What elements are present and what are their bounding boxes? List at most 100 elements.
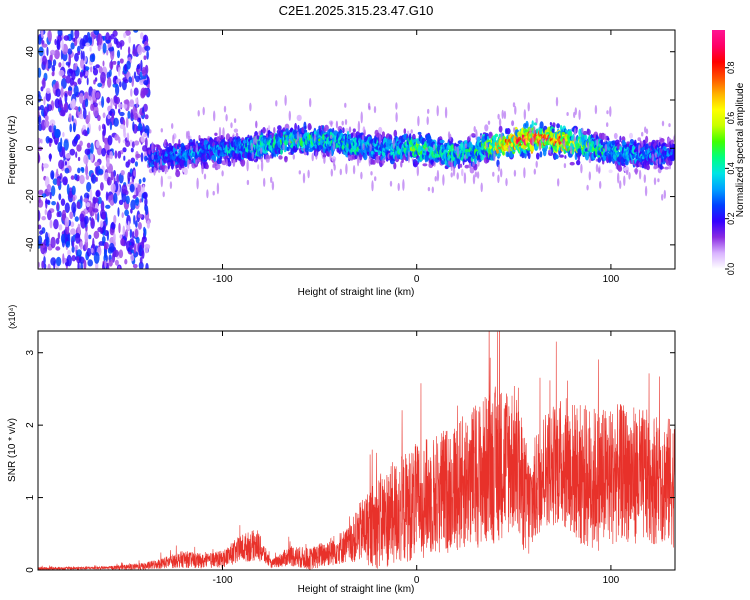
y-tick-label: 20 — [25, 94, 36, 106]
spectrogram-noise-cell — [70, 42, 75, 50]
spectrogram-ridge-cell — [552, 122, 556, 128]
spectrogram-ridge-cell — [471, 133, 476, 137]
spectrogram-scatter-cell — [288, 110, 291, 122]
spectrogram-noise-cell — [131, 231, 135, 239]
spectrogram-noise-cell — [130, 254, 135, 262]
spectrogram-scatter-cell — [296, 131, 300, 142]
spectrogram-noise-cell — [70, 221, 75, 228]
spectrogram-ridge-cell — [469, 134, 472, 139]
spectrogram-noise-cell — [90, 151, 94, 163]
spectrogram-scatter-cell — [578, 109, 581, 121]
spectrogram-noise-cell — [137, 213, 143, 219]
spectrogram-noise-cell — [58, 62, 62, 68]
spectrogram-noise-cell — [139, 71, 143, 78]
spectrogram-noise-cell — [56, 38, 60, 50]
spectrogram-noise-cell — [109, 151, 113, 160]
spectrogram-noise-cell — [83, 107, 87, 120]
spectrogram-noise-cell — [142, 106, 145, 114]
spectrogram-noise-cell — [86, 201, 90, 208]
spectrogram-noise-cell — [57, 142, 62, 153]
spectrogram-ridge-cell — [240, 158, 246, 167]
spectrogram-noise-cell — [79, 71, 83, 78]
spectrogram-scatter-cell — [563, 163, 567, 169]
spectrogram-ridge-cell — [619, 135, 622, 142]
spectrogram-scatter-cell — [162, 191, 165, 198]
spectrogram-noise-cell — [122, 147, 127, 153]
spectrogram-noise-cell — [43, 106, 48, 117]
spectrogram-noise-cell — [71, 115, 74, 122]
spectrogram-noise-cell — [68, 113, 72, 123]
spectrogram-ridge-cell — [614, 139, 620, 145]
spectrogram-noise-cell — [38, 114, 42, 125]
spectrogram-noise-cell — [135, 197, 140, 206]
spectrogram-noise-cell — [85, 42, 90, 47]
spectrogram-scatter-cell — [588, 171, 591, 181]
spectrogram-noise-cell — [88, 95, 92, 101]
spectrogram-noise-cell — [106, 157, 110, 167]
spectrogram-noise-cell — [70, 228, 76, 236]
spectrogram-noise-cell — [67, 249, 71, 256]
spectrogram-ridge-cell — [539, 151, 543, 158]
spectrogram-noise-cell — [126, 132, 130, 141]
spectrogram-noise-cell — [95, 190, 100, 197]
spectrogram-noise-cell — [75, 232, 81, 244]
spectrogram-scatter-cell — [203, 173, 207, 180]
spectrogram-scatter-cell — [513, 169, 517, 177]
spectrogram-scatter-cell — [638, 169, 642, 180]
spectrogram-noise-cell — [86, 181, 92, 193]
spectrogram-ridge-cell — [645, 135, 649, 144]
spectrogram-ridge-cell — [613, 132, 618, 140]
spectrogram-noise-cell — [115, 96, 120, 105]
spectrogram-noise-cell — [130, 88, 133, 97]
spectrogram-scatter-cell — [202, 106, 205, 116]
spectrogram-scatter-cell — [378, 133, 382, 146]
spectrogram-noise-cell — [87, 259, 93, 267]
spectrogram-scatter-cell — [345, 163, 348, 175]
spectrogram-scatter-cell — [651, 153, 655, 162]
spectrogram-scatter-cell — [454, 145, 457, 151]
spectrogram-noise-cell — [84, 231, 89, 243]
spectrogram-noise-cell — [116, 173, 120, 184]
spectrogram-noise-cell — [58, 159, 65, 170]
spectrogram-scatter-cell — [663, 189, 666, 199]
spectrogram-ridge-cell — [307, 123, 312, 131]
spectrogram-scatter-cell — [587, 142, 590, 151]
spectrogram-scatter-cell — [533, 168, 536, 175]
spectrogram-scatter-cell — [501, 109, 504, 119]
spectrogram-ridge-cell — [531, 144, 535, 152]
snr-series-line — [38, 331, 675, 570]
spectrogram-noise-cell — [133, 214, 136, 225]
spectrogram-noise-cell — [52, 84, 56, 94]
spectrogram-noise-cell — [43, 263, 47, 269]
spectrogram-scatter-cell — [641, 131, 644, 137]
spectrogram-ridge-cell — [393, 162, 397, 170]
spectrogram-ridge-cell — [165, 142, 168, 146]
spectrogram-noise-cell — [132, 121, 135, 132]
spectrogram-ridge-cell — [494, 133, 499, 138]
spectrogram-scatter-cell — [302, 172, 306, 184]
spectrogram-scatter-cell — [643, 174, 646, 184]
spectrogram-noise-cell — [54, 38, 57, 46]
spectrogram-noise-cell — [127, 171, 131, 182]
spectrogram-noise-cell — [86, 127, 90, 135]
spectrogram-noise-cell — [133, 87, 139, 96]
spectrogram-ridge-cell — [565, 129, 568, 133]
spectrogram-noise-cell — [47, 30, 53, 43]
spectrogram-scatter-cell — [541, 137, 545, 143]
spectrogram-noise-cell — [119, 234, 123, 239]
spectrogram-noise-cell — [38, 209, 41, 222]
spectrogram-scatter-cell — [475, 129, 478, 141]
spectrogram-noise-cell — [106, 97, 111, 104]
spectrogram-scatter-cell — [574, 107, 577, 116]
spectrogram-scatter-cell — [426, 116, 429, 125]
y-tick-label: -40 — [25, 237, 36, 252]
spectrogram-scatter-cell — [431, 186, 434, 194]
spectrogram-scatter-cell — [313, 133, 317, 142]
colorbar-label: Normalized spectral amplitude — [735, 82, 746, 217]
spectrogram-noise-cell — [65, 224, 70, 235]
spectrogram-noise-cell — [127, 220, 130, 231]
spectrogram-noise-cell — [56, 211, 60, 218]
spectrogram-noise-cell — [68, 86, 73, 91]
spectrogram-noise-cell — [90, 66, 93, 73]
